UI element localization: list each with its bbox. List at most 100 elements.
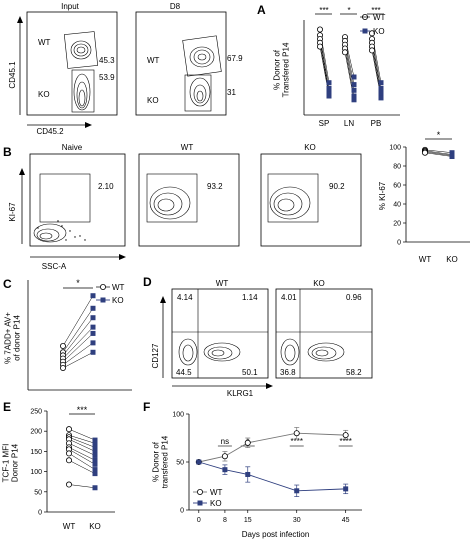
e-ko-point [92, 471, 98, 477]
e-pair-line [68, 439, 96, 452]
a-ko-point [378, 85, 384, 91]
b-y-tick-label: 40 [393, 202, 401, 209]
b-pair-line [424, 151, 453, 156]
a-ko-point [378, 89, 384, 95]
f-x-tick-label: 8 [223, 517, 227, 524]
flow-a-plot-d8-gate-wt [182, 35, 222, 77]
c-ko-point [90, 305, 96, 311]
flow-a-plot-d8-contours [189, 46, 215, 107]
f-sig-label: ns [221, 437, 229, 446]
c-wt-point [60, 364, 67, 371]
e-ko-point [92, 457, 98, 463]
a-wt-point [368, 30, 375, 37]
c-ko-point [90, 293, 96, 299]
flow-a-plot-input-contours [70, 40, 92, 111]
a-legend-ko-marker [362, 28, 368, 34]
c-pair-line [62, 342, 94, 366]
e-pair-line [68, 447, 96, 461]
panel-letter-e: E [3, 400, 11, 414]
flow-d-ko-q-upper-left: 4.01 [281, 293, 297, 302]
flow-d-x-label: KLRG1 [227, 389, 254, 398]
f-wt-point [221, 453, 228, 460]
c-legend-ko-label: KO [112, 296, 124, 305]
flow-b-wt-value: 93.2 [207, 182, 223, 191]
b-wt-point [421, 149, 428, 156]
flow-b-wt-gate [146, 173, 198, 223]
f-legend-wt-label: WT [210, 488, 223, 497]
a-x-tick-label: SP [319, 119, 330, 128]
e-ko-point [92, 485, 98, 491]
c-y-label: % 7ADD+ AV+of donor P14 [4, 312, 22, 364]
b-y-tick-label: 100 [389, 145, 401, 152]
b-y-tick-label: 60 [393, 183, 401, 190]
flow-a-plot-input-frame [26, 11, 118, 116]
flow-d-wt-contours [178, 338, 241, 366]
f-y-label: % Donor oftransfered P14 [152, 435, 170, 488]
flow-b-y-arrowhead [19, 168, 25, 175]
e-pair-line [68, 428, 96, 441]
e-y-tick-label: 250 [30, 409, 42, 416]
c-ko-point [90, 340, 96, 346]
f-y-tick-label: 50 [176, 460, 184, 467]
flow-b-x-label: SSC-A [42, 262, 67, 271]
f-x-label: Days post infection [242, 530, 310, 539]
flow-a-title-d8: D8 [170, 2, 181, 11]
a-ko-point [351, 74, 357, 80]
panel-letter-c: C [3, 277, 12, 291]
f-ko-point [222, 467, 228, 473]
a-ko-point [378, 80, 384, 86]
f-wt-point [342, 432, 349, 439]
a-ko-point [326, 93, 332, 99]
flow-d-title-ko: KO [313, 279, 325, 288]
e-x-tick-label: KO [89, 522, 101, 531]
flow-b-naive-dots [37, 220, 86, 241]
e-ko-point [92, 437, 98, 443]
b-ko-point [449, 154, 455, 159]
flow-d-ko-q-upper-right: 0.96 [346, 293, 362, 302]
e-wt-point [66, 481, 73, 488]
e-y-tick-label: 0 [38, 510, 42, 517]
flow-a-y-label: CD45.1 [8, 61, 17, 89]
flow-a-plot-input-ko-label: KO [38, 90, 50, 99]
flow-d-wt-q-upper-left: 4.14 [177, 293, 193, 302]
panel-letter-b: B [3, 145, 12, 159]
e-pair-line [68, 460, 96, 474]
flow-d-wt-q-lower-right: 50.1 [242, 368, 258, 377]
e-pair-line [68, 484, 96, 489]
f-x-tick-label: 0 [197, 517, 201, 524]
flow-d-y-arrowhead [160, 296, 166, 303]
a-ko-point [351, 87, 357, 93]
c-ko-point [90, 324, 96, 330]
c-pair-line [62, 295, 94, 347]
flow-d-wt-q-lower-left: 44.5 [176, 368, 192, 377]
e-y-tick-label: 200 [30, 429, 42, 436]
c-ko-point [90, 349, 96, 355]
e-pair-line [68, 443, 96, 456]
a-wt-point [316, 43, 323, 50]
a-x-tick-label: PB [371, 119, 382, 128]
flow-a-plot-d8-wt-pct: 67.9 [227, 54, 243, 63]
b-x-tick-label: KO [446, 255, 458, 264]
flow-b-naive-gate [39, 173, 91, 223]
panel-letter-d: D [143, 275, 152, 289]
f-x-tick-label: 45 [342, 517, 350, 524]
c-pair-line [62, 352, 94, 369]
flow-a-plot-input-wt-label: WT [38, 38, 51, 47]
c-pair-line [62, 333, 94, 362]
a-y-label: % Donor ofTransfered P14 [273, 42, 291, 97]
f-x-tick-label: 15 [244, 517, 252, 524]
chart-a-donor: % Donor ofTransfered P14SP***LN*PB***WTK… [273, 6, 400, 128]
flow-b-title-wt: WT [181, 143, 194, 152]
b-y-tick-label: 0 [397, 240, 401, 247]
f-sig-label: **** [339, 437, 351, 446]
f-x-tick-label: 30 [293, 517, 301, 524]
f-ko-point [245, 471, 251, 477]
a-ko-point [378, 95, 384, 101]
flow-a-plot-d8-gate-ko [184, 74, 212, 112]
f-ko-point [343, 486, 349, 492]
flow-a-plot-input-gate-wt [63, 31, 99, 69]
f-ko-line [198, 461, 346, 492]
flow-d-x-arrowhead [266, 383, 273, 389]
a-legend-ko-label: KO [373, 27, 385, 36]
f-legend-wt-marker [196, 488, 203, 495]
